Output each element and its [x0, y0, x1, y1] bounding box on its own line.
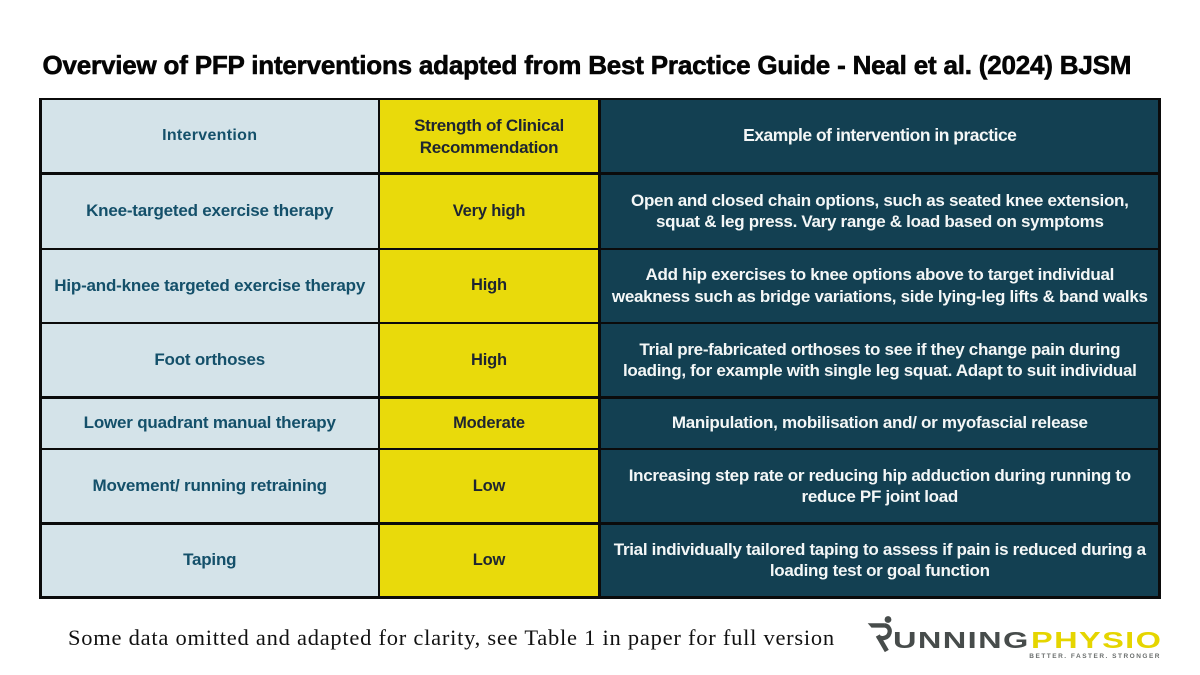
svg-text:PHYSIO: PHYSIO — [1031, 627, 1162, 653]
svg-text:UNNING: UNNING — [893, 627, 1030, 653]
svg-text:BETTER. FASTER. STRONGER: BETTER. FASTER. STRONGER — [1029, 653, 1161, 660]
